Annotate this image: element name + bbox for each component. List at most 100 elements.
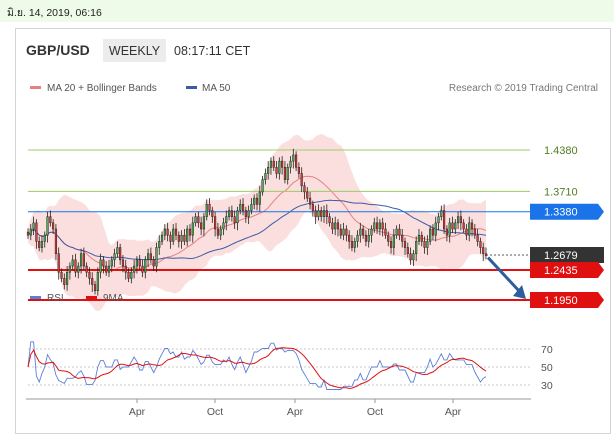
candle-body [448,222,451,236]
candle [370,225,373,243]
candle [188,224,192,242]
price-chart: 1.4380 1.3710 1.3380 1.2679 1.2435 1.1950 [26,133,604,311]
candle [202,212,206,237]
candle [147,248,150,268]
candle [71,254,74,270]
candle-body [160,234,164,242]
candle [451,216,454,233]
candle-body [295,154,298,168]
candle [350,235,354,252]
candle [459,210,462,231]
candle [387,231,390,247]
candle [216,222,219,239]
timestamp-bar: มิ.ย. 14, 2019, 06:16 [0,0,614,22]
candle-body [82,253,85,267]
candle [283,161,287,184]
rsi-legend-label: RSI [47,293,64,304]
candle-body [415,241,418,254]
candle [239,199,242,215]
candle [342,222,345,241]
timestamp: มิ.ย. 14, 2019, 06:16 [7,7,102,19]
candle-body [180,234,183,242]
candle [275,161,278,179]
candle-body [398,228,401,236]
candle [183,229,186,246]
bollinger-band [28,133,486,311]
candle [303,182,306,200]
candle [484,247,488,260]
candle [311,200,314,217]
candle-body [412,253,415,261]
candle-body [264,173,267,180]
candle [389,236,393,254]
candle [40,235,44,253]
candle-body [113,253,116,261]
candle [281,156,284,175]
candle [454,219,457,234]
candle [253,194,256,210]
candle [255,193,259,211]
candle [116,241,119,258]
candle [57,247,60,280]
candle-body [278,160,281,174]
candle-body [172,228,175,242]
candle-body [392,234,395,248]
candle-body [77,265,80,273]
candle [267,161,270,180]
candle-body [71,259,74,267]
candle [401,229,404,248]
resistance-label: 1.4380 [544,145,578,157]
candle [133,259,136,279]
candle [320,206,323,222]
candle [241,198,245,216]
rsi-ma-legend-swatch [86,296,97,299]
candle-body [456,216,460,224]
chart-canvas: GBP/USD WEEKLY 08:17:11 CET MA 20 + Boll… [26,39,604,418]
candle-body [476,234,479,242]
support-label: 1.1950 [544,295,578,307]
candle [186,225,189,247]
candle-body [311,204,314,211]
candle-body [454,222,457,230]
candle [77,262,80,279]
candle-body [250,204,253,211]
candle [247,205,250,225]
candle [152,256,155,271]
rsi-line [27,341,487,390]
candle [331,217,334,234]
candle-body [272,160,275,168]
candle [208,198,211,216]
candle-body [149,253,152,261]
candle [359,222,362,243]
candle [82,247,85,270]
candle-body [336,222,340,230]
candle [124,259,127,280]
candle [473,224,476,239]
candle-body [440,210,443,217]
candle-body [484,253,488,256]
candle [169,231,172,249]
candle-body [359,228,362,236]
candle-body [342,228,345,236]
candle [99,253,102,279]
candle [345,225,348,242]
candle-body [166,228,169,236]
candle-body [401,234,404,242]
rsi-ma-line [27,347,487,389]
timeframe-badge[interactable] [103,39,166,62]
candle-body [49,216,52,224]
candle-body [479,241,482,248]
candle-body [286,167,289,180]
candle [443,204,446,234]
candle-body [356,234,359,242]
candle [230,205,233,222]
candle-body [52,222,55,230]
candle-body [378,222,381,230]
candle [339,224,342,239]
rsi-ma-legend-label: 9MA [103,293,124,304]
ma20-line [27,175,487,272]
candle [135,256,138,274]
candle [85,262,88,278]
candle [43,231,46,248]
candle-body [200,222,203,230]
